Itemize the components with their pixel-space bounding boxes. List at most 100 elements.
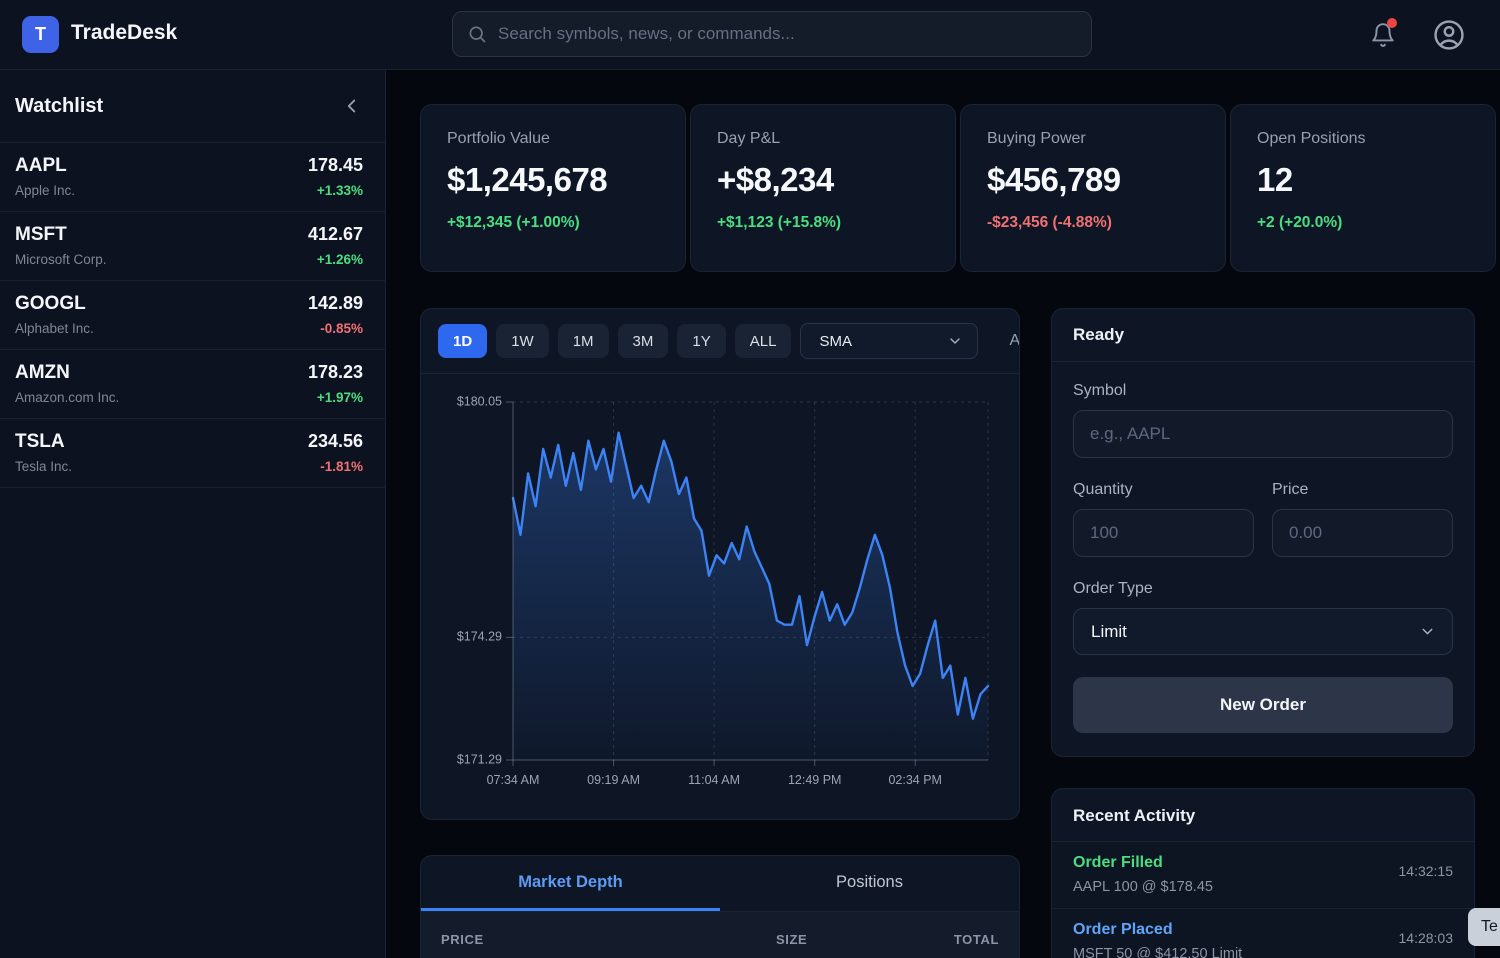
topbar: T TradeDesk xyxy=(0,0,1500,70)
ticker-price: 412.67 xyxy=(307,224,363,244)
svg-text:$171.29: $171.29 xyxy=(457,752,502,766)
ticker-symbol: AMZN xyxy=(15,362,70,383)
company-name: Amazon.com Inc. xyxy=(15,390,120,405)
watchlist-row-msft[interactable]: MSFT Microsoft Corp. 412.67 +1.26% xyxy=(0,212,385,281)
price-chart-svg[interactable]: $180.05 $174.29 $171.29 07:34 AM 09:19 AM 11:… xyxy=(421,374,1020,820)
ticker-price: 142.89 xyxy=(307,293,363,313)
timeframe-all-button[interactable]: ALL xyxy=(734,324,792,358)
stat-value: $456,789 xyxy=(987,161,1121,198)
indicator-selected-value: SMA xyxy=(819,332,852,350)
svg-text:$174.29: $174.29 xyxy=(457,630,502,644)
notification-badge xyxy=(1387,18,1397,28)
stat-change: -$23,456 (-4.88%) xyxy=(987,214,1112,231)
chevron-down-icon xyxy=(1422,628,1433,635)
watchlist-row-tsla[interactable]: TSLA Tesla Inc. 234.56 -1.81% xyxy=(0,419,385,488)
order-entry-panel: Ready Symbol Quantity Price Order Type L… xyxy=(1051,308,1475,757)
ticker-change: +1.33% xyxy=(316,183,363,198)
app-logo: T xyxy=(22,16,59,53)
stat-value: $1,245,678 xyxy=(447,161,608,198)
ticker-change: -0.85% xyxy=(320,321,363,336)
stats-row: Portfolio Value $1,245,678 +$12,345 (+1.… xyxy=(420,104,1500,272)
order-type-label: Order Type xyxy=(1073,580,1153,597)
chevron-left-icon xyxy=(347,99,356,113)
svg-text:07:34 AM: 07:34 AM xyxy=(487,773,540,787)
ticker-change: -1.81% xyxy=(320,459,363,474)
annotate-button[interactable]: Annotate xyxy=(1009,332,1019,350)
column-total: TOTAL xyxy=(953,932,999,947)
toast-notification: Te xyxy=(1468,908,1500,946)
timeframe-1y-button[interactable]: 1Y xyxy=(677,324,726,358)
ticker-symbol: AAPL xyxy=(15,155,67,176)
watchlist-sidebar: Watchlist AAPL Apple Inc. 178.45 +1.33% … xyxy=(0,70,386,958)
activity-detail: MSFT 50 @ $412.50 Limit xyxy=(1073,946,1243,958)
watchlist-row-amzn[interactable]: AMZN Amazon.com Inc. 178.23 +1.97% xyxy=(0,350,385,419)
depth-table-header: PRICE SIZE TOTAL xyxy=(421,911,1019,958)
search-input[interactable] xyxy=(498,24,1077,44)
indicator-select[interactable]: SMA xyxy=(800,323,979,359)
watchlist-header: Watchlist xyxy=(0,70,385,143)
activity-event: Order Filled xyxy=(1073,854,1163,871)
collapse-sidebar-button[interactable] xyxy=(341,95,363,117)
main-content: Portfolio Value $1,245,678 +$12,345 (+1.… xyxy=(386,70,1500,958)
chart-toolbar: 1D 1W 1M 3M 1Y ALL SMA Annotate xyxy=(421,309,1019,374)
stat-card-buying-power: Buying Power $456,789 -$23,456 (-4.88%) xyxy=(960,104,1226,272)
stat-value: +$8,234 xyxy=(717,161,834,198)
watchlist-row-googl[interactable]: GOOGL Alphabet Inc. 142.89 -0.85% xyxy=(0,281,385,350)
activity-row-order-filled: Order Filled AAPL 100 @ $178.45 14:32:15 xyxy=(1052,842,1474,909)
activity-row-order-placed: Order Placed MSFT 50 @ $412.50 Limit 14:… xyxy=(1052,909,1474,958)
stat-card-open-positions: Open Positions 12 +2 (+20.0%) xyxy=(1230,104,1496,272)
svg-text:09:19 AM: 09:19 AM xyxy=(587,773,640,787)
quantity-label: Quantity xyxy=(1073,481,1133,498)
stat-card-day-pnl: Day P&L +$8,234 +$1,123 (+15.8%) xyxy=(690,104,956,272)
tab-positions[interactable]: Positions xyxy=(720,856,1019,911)
ticker-change: +1.26% xyxy=(316,252,363,267)
market-depth-panel: Market Depth Positions PRICE SIZE TOTAL xyxy=(420,855,1020,958)
order-type-select[interactable]: Limit xyxy=(1073,608,1453,655)
user-avatar-icon xyxy=(1434,20,1464,50)
ticker-price: 178.45 xyxy=(307,155,363,175)
company-name: Microsoft Corp. xyxy=(15,252,107,267)
symbol-input[interactable] xyxy=(1073,410,1453,458)
stat-change: +$1,123 (+15.8%) xyxy=(717,214,842,231)
company-name: Alphabet Inc. xyxy=(15,321,94,336)
order-status: Ready xyxy=(1052,309,1474,362)
timeframe-1m-button[interactable]: 1M xyxy=(557,324,609,358)
stat-value: 12 xyxy=(1257,161,1293,198)
ticker-symbol: GOOGL xyxy=(15,293,86,314)
svg-text:02:34 PM: 02:34 PM xyxy=(888,773,942,787)
ticker-symbol: TSLA xyxy=(15,431,65,452)
ticker-change: +1.97% xyxy=(316,390,363,405)
app-logo-letter: T xyxy=(35,24,46,44)
activity-timestamp: 14:28:03 xyxy=(1398,930,1454,946)
new-order-button[interactable]: New Order xyxy=(1073,677,1453,733)
ticker-price: 178.23 xyxy=(307,362,363,382)
recent-activity-panel: Recent Activity Order Filled AAPL 100 @ … xyxy=(1051,788,1475,958)
price-input[interactable] xyxy=(1272,509,1453,557)
stat-card-portfolio-value: Portfolio Value $1,245,678 +$12,345 (+1.… xyxy=(420,104,686,272)
toast-text: Te xyxy=(1481,918,1498,935)
stat-change: +$12,345 (+1.00%) xyxy=(447,214,580,231)
company-name: Tesla Inc. xyxy=(15,459,73,474)
timeframe-3m-button[interactable]: 3M xyxy=(617,324,669,358)
column-price: PRICE xyxy=(441,932,484,947)
ticker-symbol: MSFT xyxy=(15,224,67,245)
stat-change: +2 (+20.0%) xyxy=(1257,214,1343,231)
search-icon xyxy=(469,26,486,43)
svg-text:12:49 PM: 12:49 PM xyxy=(788,773,842,787)
column-size: SIZE xyxy=(776,932,808,947)
stat-label: Portfolio Value xyxy=(447,130,550,147)
order-form: Symbol Quantity Price Order Type Limit xyxy=(1052,362,1474,753)
profile-button[interactable] xyxy=(1431,17,1467,53)
watchlist-title: Watchlist xyxy=(15,94,104,117)
quantity-input[interactable] xyxy=(1073,509,1254,557)
timeframe-1w-button[interactable]: 1W xyxy=(496,324,549,358)
timeframe-1d-button[interactable]: 1D xyxy=(438,324,488,358)
symbol-label: Symbol xyxy=(1073,382,1127,399)
price-chart-panel: 1D 1W 1M 3M 1Y ALL SMA Annotate $180.05$… xyxy=(420,308,1020,820)
notifications-button[interactable] xyxy=(1365,17,1401,53)
watchlist-row-aapl[interactable]: AAPL Apple Inc. 178.45 +1.33% xyxy=(0,143,385,212)
depth-tabs: Market Depth Positions xyxy=(421,856,1019,911)
svg-text:11:04 AM: 11:04 AM xyxy=(688,773,740,787)
chevron-down-icon xyxy=(950,338,961,344)
tab-market-depth[interactable]: Market Depth xyxy=(421,856,720,911)
